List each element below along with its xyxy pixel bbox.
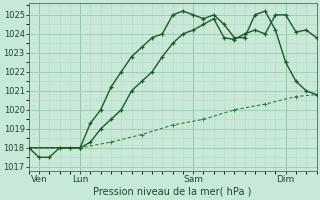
X-axis label: Pression niveau de la mer( hPa ): Pression niveau de la mer( hPa ) [93, 187, 252, 197]
